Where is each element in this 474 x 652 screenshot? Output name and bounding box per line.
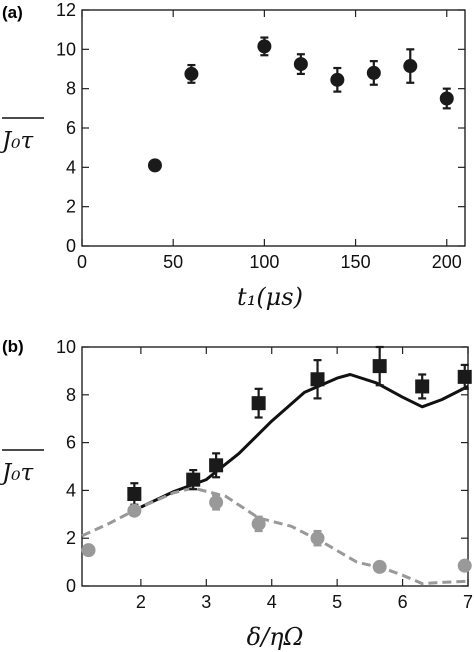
circle-data-point <box>293 53 308 76</box>
circle-marker <box>209 495 224 510</box>
y-tick-label: 2 <box>66 197 76 217</box>
solid-theory-curve <box>140 373 469 509</box>
square-data-point <box>251 387 266 419</box>
x-tick-label: 100 <box>249 252 279 272</box>
square-marker <box>251 396 266 411</box>
circle-marker <box>310 531 325 546</box>
square-data-point <box>209 452 224 479</box>
panel-a-ticks: 0 50 100 150 200 0 2 4 6 8 10 12 <box>56 0 465 272</box>
circle-marker <box>147 158 162 173</box>
circle-marker <box>251 516 266 531</box>
circle-data-point <box>184 63 199 84</box>
circle-data-point <box>439 87 454 110</box>
x-tick-label: 2 <box>136 592 146 612</box>
square-marker <box>209 458 224 473</box>
circle-data-point <box>457 558 472 573</box>
panel-a-xlabel: t₁(μs) <box>237 283 303 311</box>
panel-b-plot-frame <box>81 346 469 587</box>
circle-marker <box>366 65 381 80</box>
square-data-point <box>372 345 387 387</box>
circle-data-point <box>251 515 266 533</box>
panel-a-ylabel: J₀τ <box>0 117 44 154</box>
circle-data-point <box>147 158 162 173</box>
square-data-point <box>457 363 472 390</box>
panel-a-label: (a) <box>2 3 23 22</box>
y-tick-label: 4 <box>66 157 76 177</box>
panel-a-markers <box>147 36 454 173</box>
circle-data-point <box>366 60 381 86</box>
circle-data-point <box>257 36 272 57</box>
square-marker <box>457 369 472 384</box>
x-tick-label: 3 <box>201 592 211 612</box>
circle-marker <box>439 91 454 106</box>
circle-marker <box>184 66 199 81</box>
panel-b: (b) J₀τ 2 3 4 5 6 7 0 2 4 6 8 10 δ/ηΩ <box>0 337 473 651</box>
panel-b-ticks: 2 3 4 5 6 7 0 2 4 6 8 10 <box>56 337 473 612</box>
x-tick-label: 50 <box>163 252 183 272</box>
panel-b-label: (b) <box>2 337 24 356</box>
y-tick-label: 8 <box>66 385 76 405</box>
square-data-point <box>310 359 325 400</box>
y-tick-label: 12 <box>56 0 76 20</box>
square-marker <box>127 486 142 501</box>
dashed-theory-curve <box>81 486 469 586</box>
panel-a: (a) J₀τ 0 50 100 150 200 0 2 4 6 8 10 12 t₁(μs) <box>0 0 466 311</box>
circle-data-point <box>372 559 387 574</box>
circle-data-point <box>330 66 345 93</box>
y-tick-label: 6 <box>66 118 76 138</box>
y-tick-label: 0 <box>66 576 76 596</box>
circle-marker <box>330 72 345 87</box>
y-tick-label: 2 <box>66 528 76 548</box>
circle-marker <box>457 558 472 573</box>
x-tick-label: 6 <box>398 592 408 612</box>
y-tick-label: 4 <box>66 480 76 500</box>
circle-data-point <box>81 543 96 558</box>
panel-b-ylabel: J₀τ <box>0 449 44 486</box>
circle-data-point <box>403 48 418 84</box>
square-data-point <box>127 482 142 506</box>
panel-a-plot-frame <box>81 9 466 247</box>
y-tick-label: 8 <box>66 79 76 99</box>
panel-b-curves <box>81 373 469 586</box>
svg-text:J₀τ: J₀τ <box>0 128 34 154</box>
x-tick-label: 200 <box>432 252 462 272</box>
x-tick-label: 0 <box>77 252 87 272</box>
circle-marker <box>403 59 418 74</box>
panel-b-markers <box>81 345 472 574</box>
circle-data-point <box>127 503 142 518</box>
square-marker <box>415 379 430 394</box>
circle-marker <box>257 39 272 54</box>
y-tick-label: 10 <box>56 39 76 59</box>
x-tick-label: 4 <box>267 592 277 612</box>
circle-marker <box>127 503 142 518</box>
panel-b-xlabel: δ/ηΩ <box>247 623 304 651</box>
y-tick-label: 0 <box>66 236 76 256</box>
x-tick-label: 150 <box>341 252 371 272</box>
x-tick-label: 7 <box>463 592 473 612</box>
square-marker <box>310 372 325 387</box>
square-marker <box>186 472 201 487</box>
x-tick-label: 5 <box>332 592 342 612</box>
y-tick-label: 6 <box>66 433 76 453</box>
circle-marker <box>293 57 308 72</box>
circle-data-point <box>310 529 325 547</box>
circle-marker <box>372 559 387 574</box>
square-marker <box>372 359 387 374</box>
y-tick-label: 10 <box>56 337 76 357</box>
square-data-point <box>186 468 201 491</box>
circle-data-point <box>209 494 224 511</box>
square-data-point <box>415 373 430 400</box>
svg-text:J₀τ: J₀τ <box>0 460 34 486</box>
circle-marker <box>81 543 96 558</box>
